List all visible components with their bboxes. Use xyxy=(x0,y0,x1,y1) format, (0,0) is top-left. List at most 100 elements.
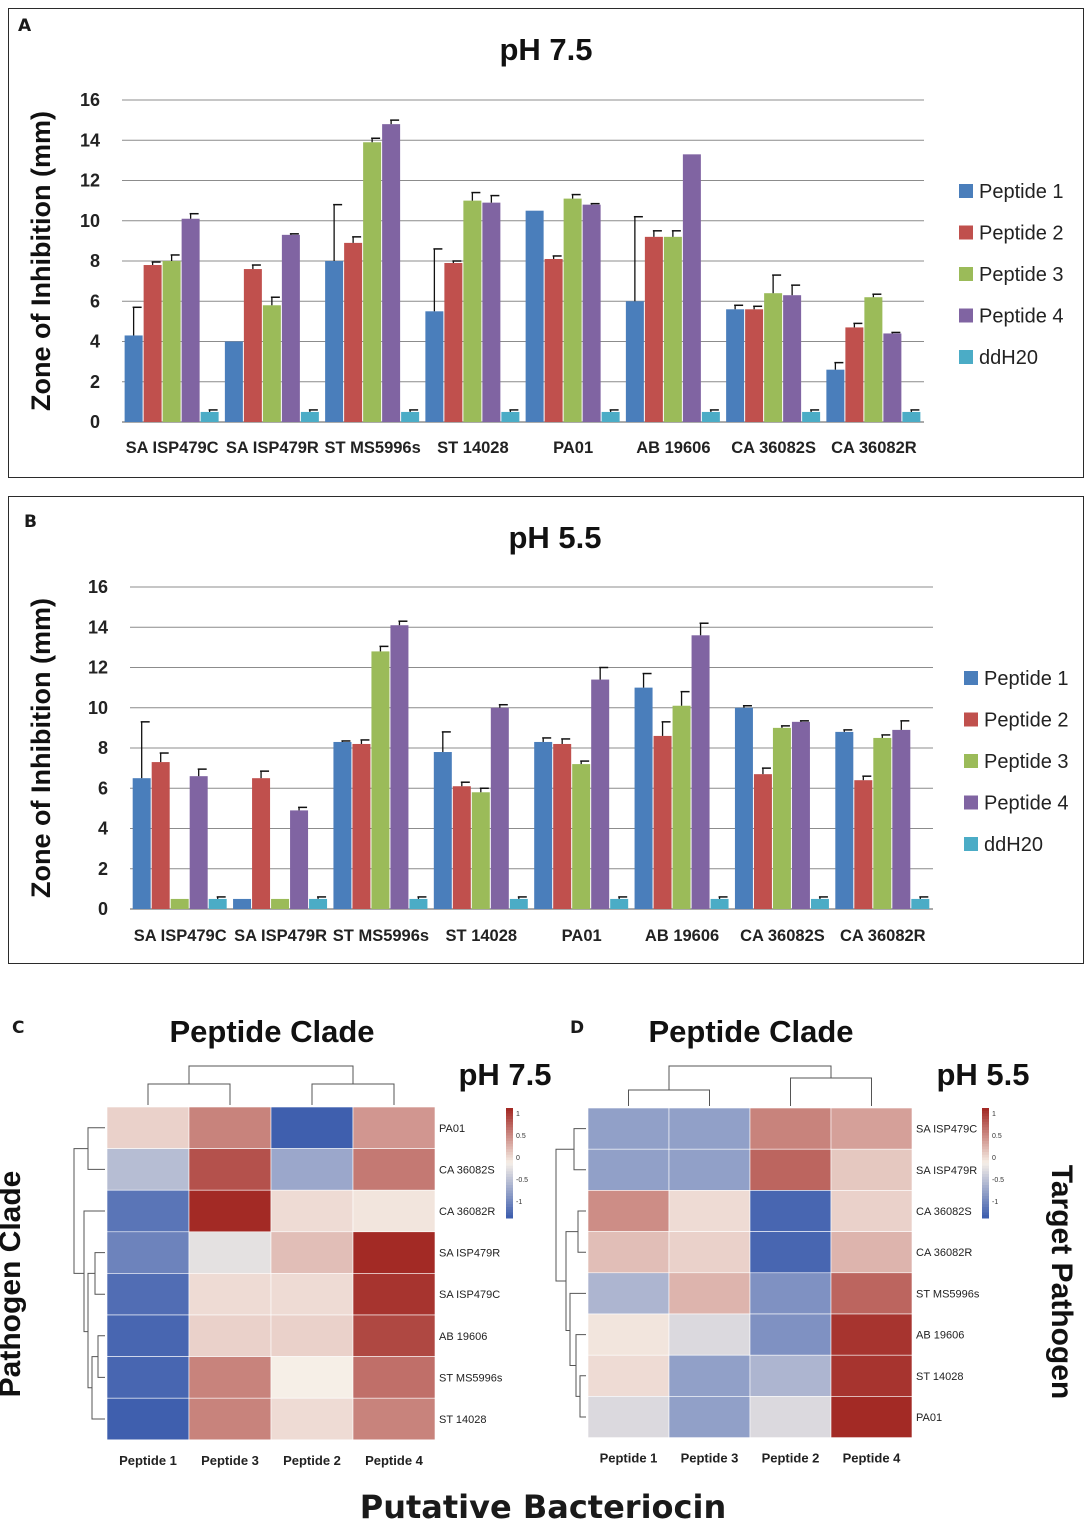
y-tick-label: 8 xyxy=(90,251,100,271)
row-dendrogram-branch xyxy=(569,1292,586,1366)
color-scale-step xyxy=(982,1185,989,1189)
bar xyxy=(791,721,810,909)
bar xyxy=(835,731,854,909)
bar xyxy=(490,707,509,909)
heatmap-title: Peptide Clade xyxy=(170,1014,375,1049)
bar xyxy=(911,898,930,909)
heatmap-cell xyxy=(749,1354,832,1397)
row-dendrogram-branch xyxy=(573,1128,586,1171)
x-category-label: CA 36082R xyxy=(831,439,917,457)
heatmap-row-label: SA ISP479R xyxy=(916,1165,977,1177)
legend-swatch xyxy=(964,795,978,810)
legend-entry: Peptide 4 xyxy=(984,793,1069,815)
row-dendrogram-branch xyxy=(575,1334,586,1397)
color-scale-step xyxy=(982,1212,989,1216)
color-scale-step xyxy=(506,1207,513,1211)
bar xyxy=(734,707,753,909)
heatmap-column-label: Peptide 2 xyxy=(762,1451,820,1466)
heatmap-row-label: CA 36082S xyxy=(439,1164,495,1176)
bar xyxy=(501,411,520,422)
color-scale-step xyxy=(506,1113,513,1117)
heatmap-cell xyxy=(830,1354,913,1397)
y-tick-label: 12 xyxy=(80,171,100,191)
bar xyxy=(892,729,911,909)
heatmap-cell xyxy=(188,1397,272,1441)
color-scale-tick: -1 xyxy=(992,1199,998,1206)
heatmap-cell xyxy=(749,1107,832,1150)
bar xyxy=(783,295,802,422)
color-scale-step xyxy=(506,1138,513,1142)
bar xyxy=(810,898,829,909)
color-scale-step xyxy=(982,1163,989,1167)
heatmap-column-label: Peptide 1 xyxy=(119,1453,177,1468)
bar xyxy=(382,124,401,423)
legend-swatch xyxy=(959,225,973,240)
y-tick-label: 8 xyxy=(98,738,108,758)
color-scale-step xyxy=(982,1130,989,1134)
color-scale-step xyxy=(982,1187,989,1191)
color-scale-step xyxy=(506,1130,513,1134)
heatmap-row-label: CA 36082R xyxy=(439,1206,495,1218)
bar xyxy=(170,898,189,909)
color-scale-step xyxy=(982,1146,989,1150)
bar xyxy=(452,786,471,909)
legend-swatch xyxy=(959,350,973,364)
heatmap-title: Peptide Clade xyxy=(649,1014,854,1049)
heatmap-column-label: Peptide 3 xyxy=(201,1453,259,1468)
heatmap-column-label: Peptide 4 xyxy=(843,1451,902,1466)
color-scale-step xyxy=(982,1113,989,1117)
heatmap-cell xyxy=(352,1397,436,1441)
color-scale-step xyxy=(506,1143,513,1147)
bar xyxy=(371,651,390,909)
row-dendrogram-branch xyxy=(565,1231,578,1331)
bar xyxy=(525,210,544,422)
bar xyxy=(544,258,563,422)
bar xyxy=(200,411,219,422)
heatmap-cell xyxy=(830,1313,913,1356)
color-scale-step xyxy=(982,1149,989,1153)
heatmap-cell xyxy=(106,1273,190,1316)
bar xyxy=(625,301,644,422)
heatmap-cell xyxy=(270,1397,354,1441)
heatmap-cell xyxy=(587,1396,670,1438)
bar xyxy=(333,741,352,909)
bar xyxy=(162,261,181,422)
color-scale-step xyxy=(506,1119,513,1123)
bar xyxy=(401,411,420,422)
color-scale-step xyxy=(982,1174,989,1178)
heatmap-side-label: Pathogen Clade xyxy=(0,1171,27,1398)
bar xyxy=(772,727,791,909)
color-scale-step xyxy=(506,1116,513,1120)
bar xyxy=(325,261,344,422)
y-tick-label: 2 xyxy=(98,859,108,879)
x-category-label: SA ISP479C xyxy=(134,927,227,945)
y-tick-label: 16 xyxy=(80,90,100,110)
y-tick-label: 14 xyxy=(88,617,108,637)
bar-chart-ph55: 0 2 4 6 8 10 12 14 16 pH 5.5 Zone of Inhibition (m… xyxy=(26,520,1069,945)
heatmap-cell xyxy=(830,1396,913,1438)
bar xyxy=(463,200,482,422)
legend-entry: Peptide 3 xyxy=(984,751,1069,773)
color-scale-tick: -0.5 xyxy=(992,1177,1004,1184)
heatmap-cell xyxy=(106,1189,190,1233)
bar xyxy=(224,341,243,422)
color-scale-step xyxy=(506,1141,513,1145)
color-scale-step xyxy=(506,1193,513,1197)
heatmap-column-label: Peptide 3 xyxy=(681,1451,739,1466)
heatmap-column-label: Peptide 1 xyxy=(600,1451,658,1466)
bar xyxy=(701,411,720,422)
heatmap-cell xyxy=(587,1313,670,1356)
legend-entry: Peptide 2 xyxy=(984,710,1069,732)
heatmap-cell xyxy=(668,1396,751,1438)
color-scale-step xyxy=(506,1110,513,1114)
color-scale-step xyxy=(982,1165,989,1169)
color-scale-step xyxy=(506,1165,513,1169)
color-scale-step xyxy=(506,1182,513,1186)
color-scale-step xyxy=(506,1168,513,1172)
x-category-label: SA ISP479R xyxy=(226,439,319,457)
x-category-label: CA 36082R xyxy=(840,927,926,945)
heatmap-cell xyxy=(352,1314,436,1357)
heatmap-row-label: SA ISP479R xyxy=(439,1248,500,1260)
heatmap-cell xyxy=(188,1148,272,1191)
color-scale-step xyxy=(982,1168,989,1172)
